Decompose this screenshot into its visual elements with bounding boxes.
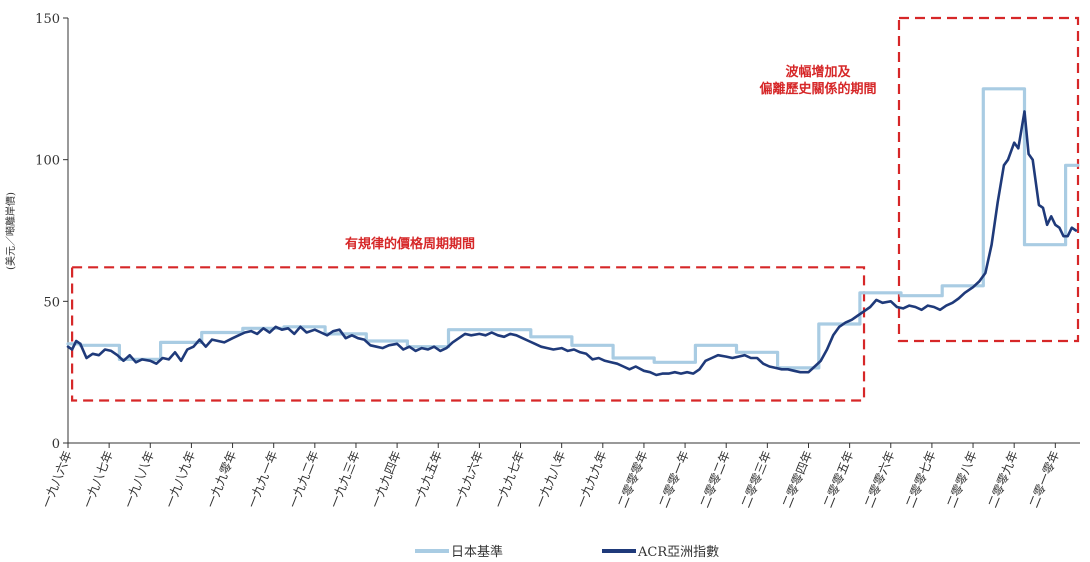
y-axis-ticks: 0 50 100 150 bbox=[35, 12, 68, 452]
y-tick-label: 0 bbox=[52, 437, 60, 452]
x-tick-label: 一九八七年 bbox=[80, 449, 115, 510]
y-axis-label: (美元／噸離岸價) bbox=[4, 192, 17, 270]
y-tick-label: 150 bbox=[35, 12, 60, 27]
x-tick-label: 二零一零年 bbox=[1027, 449, 1062, 510]
x-tick-label: 二零零二年 bbox=[698, 449, 733, 510]
x-tick-label: 二零零零年 bbox=[615, 449, 650, 510]
y-tick-label: 50 bbox=[43, 295, 60, 310]
x-tick-label: 一九九八年 bbox=[533, 449, 568, 510]
axes bbox=[67, 18, 1080, 444]
x-tick-label: 二零零九年 bbox=[985, 449, 1020, 510]
x-tick-label: 一九九一年 bbox=[245, 449, 280, 510]
x-tick-label: 一九八九年 bbox=[163, 449, 198, 510]
x-tick-label: 一九九九年 bbox=[574, 449, 609, 510]
legend-label: ACR亞洲指數 bbox=[637, 545, 719, 560]
x-tick-label: 二零零四年 bbox=[780, 449, 815, 510]
annotation-label: 波幅增加及 bbox=[785, 64, 851, 80]
x-axis-ticks: 一九八六年 一九八七年 一九八八年 一九八九年 一九九零年 一九九一年 一九九二年 一九九三年… bbox=[39, 443, 1062, 510]
legend: 日本基準 ACR亞洲指數 bbox=[415, 544, 719, 560]
annotation-region-box bbox=[71, 266, 866, 402]
annotation-label: 有規律的價格周期期間 bbox=[345, 236, 475, 252]
x-tick-label: 一九九七年 bbox=[492, 449, 527, 510]
x-tick-label: 一九九零年 bbox=[204, 449, 239, 510]
x-tick-label: 一九八六年 bbox=[39, 449, 74, 510]
legend-label: 日本基準 bbox=[451, 544, 503, 560]
annotation-label: 偏離歷史關係的期間 bbox=[759, 81, 876, 97]
x-tick-label: 二零零三年 bbox=[739, 449, 774, 510]
x-tick-label: 一九九三年 bbox=[327, 449, 362, 510]
x-tick-label: 二零零六年 bbox=[862, 449, 897, 510]
y-tick-label: 100 bbox=[35, 154, 60, 169]
y-axis-label-text: (美元／噸離岸價) bbox=[4, 192, 17, 270]
x-tick-label: 二零零八年 bbox=[944, 449, 979, 510]
series-lines bbox=[66, 87, 1080, 377]
x-tick-label: 二零零五年 bbox=[821, 449, 856, 510]
annotation-region-box bbox=[897, 16, 1080, 343]
x-tick-label: 一九九五年 bbox=[410, 449, 445, 510]
x-tick-label: 一九九六年 bbox=[451, 449, 486, 510]
x-tick-label: 一九九二年 bbox=[286, 449, 321, 510]
x-tick-label: 一九八八年 bbox=[122, 449, 157, 510]
x-tick-label: 一九九四年 bbox=[368, 449, 403, 510]
x-tick-label: 二零零一年 bbox=[656, 449, 691, 510]
series-line-japan-benchmark bbox=[66, 87, 1080, 370]
x-tick-label: 二零零七年 bbox=[903, 449, 938, 510]
series-line-acr-asia-index bbox=[66, 110, 1078, 377]
